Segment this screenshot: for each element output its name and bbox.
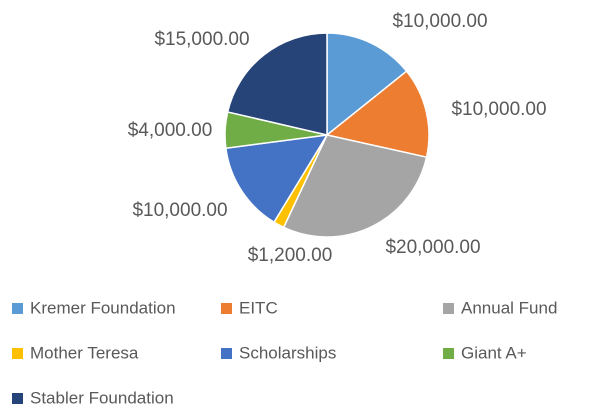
legend-swatch [443,348,454,359]
data-label: $15,000.00 [154,29,249,50]
legend-swatch [221,303,232,314]
legend-label: Kremer Foundation [30,298,176,317]
legend-swatch [12,393,23,404]
legend-swatch [12,303,23,314]
data-label: $10,000.00 [451,99,546,120]
legend-label: Annual Fund [461,298,557,317]
legend-label: Stabler Foundation [30,388,174,407]
legend-label: EITC [239,298,278,317]
legend-label: Giant A+ [461,343,527,362]
legend-label: Scholarships [239,343,336,362]
pie-slice [325,70,430,159]
legend-swatch [221,348,232,359]
data-label: $10,000.00 [392,11,487,32]
pie-slice [226,32,328,136]
data-label: $4,000.00 [128,120,213,141]
data-label: $10,000.00 [132,200,227,221]
legend-swatch [12,348,23,359]
pie-slice [225,134,329,224]
legend-swatch [443,303,454,314]
data-label: $20,000.00 [385,237,480,258]
pie-slice [282,134,428,238]
legend-label: Mother Teresa [30,343,139,362]
data-label: $1,200.00 [248,245,333,266]
pie-slice [326,32,408,137]
